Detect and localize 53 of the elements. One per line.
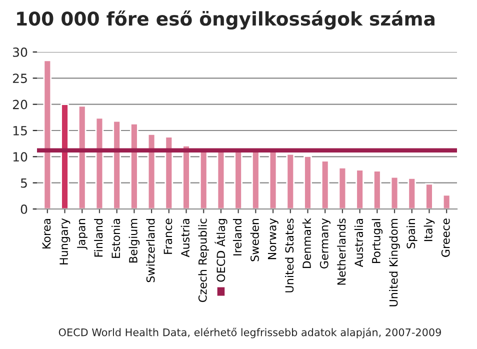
bar bbox=[338, 166, 347, 209]
bar bbox=[425, 183, 434, 209]
chart-title: 100 000 főre eső öngyilkosságok száma bbox=[17, 10, 434, 30]
bar bbox=[95, 117, 104, 209]
x-tick-label: Portugal bbox=[372, 219, 383, 263]
x-tick-label: Ireland bbox=[232, 219, 242, 256]
x-tick-label: Hungary bbox=[60, 218, 70, 264]
bar bbox=[408, 177, 416, 209]
bar bbox=[43, 60, 52, 209]
bar bbox=[60, 104, 69, 209]
x-tick-label: Japan bbox=[77, 218, 88, 250]
bar bbox=[373, 170, 382, 209]
x-tick-label: Czech Republic bbox=[198, 218, 209, 302]
x-tick-label: OECD Átlag bbox=[214, 219, 228, 282]
x-tick-label: Estonia bbox=[111, 219, 120, 258]
x-tick-label: Norway bbox=[268, 218, 278, 260]
y-tick-label: 15 bbox=[13, 126, 27, 136]
x-tick-label: Sweden bbox=[250, 218, 259, 262]
x-tick-label: Australia bbox=[354, 219, 364, 268]
x-tick-label: Finland bbox=[94, 219, 103, 257]
text: OECD World Health Data, elérhető legfrissebb adatok alapján, 2007-2009 bbox=[58, 328, 441, 338]
bar bbox=[304, 155, 312, 209]
bar bbox=[390, 176, 399, 209]
bar bbox=[320, 160, 330, 209]
x-tick-label: Greece bbox=[441, 218, 450, 257]
y-tick-label: 0 bbox=[20, 204, 28, 214]
x-tick-label: United States bbox=[285, 218, 294, 292]
bar bbox=[442, 194, 451, 209]
x-tick-label: Italy bbox=[424, 218, 435, 242]
y-tick-label: 5 bbox=[20, 178, 27, 188]
y-tick-label: 25 bbox=[12, 74, 27, 84]
y-tick-label: 20 bbox=[12, 100, 28, 110]
x-tick-label: Belgium bbox=[128, 218, 140, 262]
bar bbox=[164, 136, 174, 209]
bar bbox=[286, 153, 295, 209]
bar bbox=[356, 169, 364, 209]
bar bbox=[78, 105, 86, 209]
y-tick-label: 10 bbox=[13, 152, 28, 162]
bar bbox=[182, 144, 190, 209]
y-tick-label: 30 bbox=[13, 47, 28, 57]
x-tick-label: United Kingdom bbox=[389, 218, 400, 306]
x-tick-label: Denmark bbox=[302, 218, 311, 268]
bar bbox=[112, 120, 121, 209]
bar bbox=[268, 150, 278, 209]
x-tick-label: Korea bbox=[42, 219, 51, 248]
x-tick-label: Austria bbox=[180, 219, 190, 258]
bar bbox=[147, 133, 156, 209]
x-tick-label: Netherlands bbox=[337, 218, 346, 285]
x-tick-label: France bbox=[164, 218, 172, 254]
x-tick-label: Switzerland bbox=[146, 219, 155, 282]
bar bbox=[130, 123, 138, 209]
x-tick-label: Germany bbox=[320, 218, 330, 268]
x-tick-label: Spain bbox=[406, 218, 418, 248]
